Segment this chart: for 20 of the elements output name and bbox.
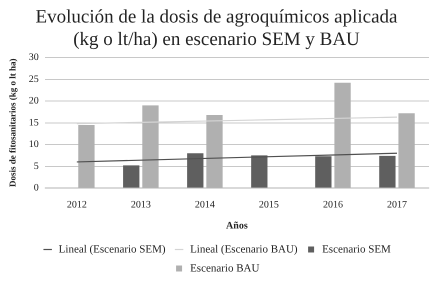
y-tick-label: 10 <box>28 139 39 150</box>
y-tick-label: 30 <box>28 52 39 64</box>
y-tick-label: 0 <box>34 182 39 194</box>
legend-label: Escenario BAU <box>190 262 260 274</box>
y-tick-label: 20 <box>28 96 39 107</box>
legend-label: Escenario SEM <box>322 243 392 256</box>
x-axis-title: Años <box>226 220 248 232</box>
y-axis-title: Dosis de fitosanitarios (kg o lt ha) <box>8 58 18 188</box>
y-tick-label: 5 <box>34 160 39 172</box>
legend-label: Lineal (Escenario BAU) <box>190 243 298 256</box>
legend-label: Lineal (Escenario SEM) <box>58 243 166 256</box>
chart-title: Evolución de la dosis de agroquímicos aplicada (kg o lt/ha) en escenario SEM y BAU <box>36 6 398 50</box>
x-tick-label: 2015 <box>258 200 279 211</box>
x-tick-label: 2013 <box>130 200 151 211</box>
x-tick-label: 2016 <box>322 200 343 211</box>
x-tick-label: 2017 <box>386 200 407 211</box>
x-tick-label: 2014 <box>194 200 215 211</box>
x-tick-label: 2012 <box>66 200 87 211</box>
y-tick-label: 15 <box>28 117 39 128</box>
y-tick-label: 25 <box>28 74 39 85</box>
